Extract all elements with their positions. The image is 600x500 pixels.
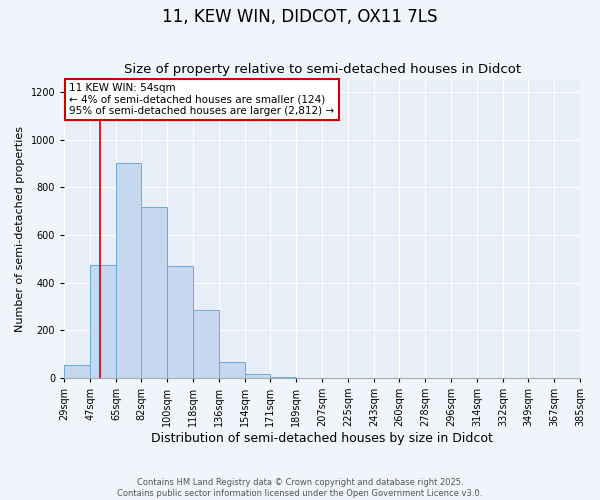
X-axis label: Distribution of semi-detached houses by size in Didcot: Distribution of semi-detached houses by … [151, 432, 493, 445]
Bar [245, 374, 270, 378]
Title: Size of property relative to semi-detached houses in Didcot: Size of property relative to semi-detach… [124, 63, 521, 76]
Bar [90, 264, 116, 378]
Bar [193, 310, 219, 378]
Y-axis label: Number of semi-detached properties: Number of semi-detached properties [15, 126, 25, 332]
Bar [116, 164, 141, 378]
Text: 11, KEW WIN, DIDCOT, OX11 7LS: 11, KEW WIN, DIDCOT, OX11 7LS [162, 8, 438, 26]
Bar [270, 376, 296, 378]
Text: 11 KEW WIN: 54sqm
← 4% of semi-detached houses are smaller (124)
95% of semi-det: 11 KEW WIN: 54sqm ← 4% of semi-detached … [70, 83, 334, 116]
Bar [64, 365, 90, 378]
Text: Contains HM Land Registry data © Crown copyright and database right 2025.
Contai: Contains HM Land Registry data © Crown c… [118, 478, 482, 498]
Bar [219, 362, 245, 378]
Bar [167, 266, 193, 378]
Bar [141, 208, 167, 378]
